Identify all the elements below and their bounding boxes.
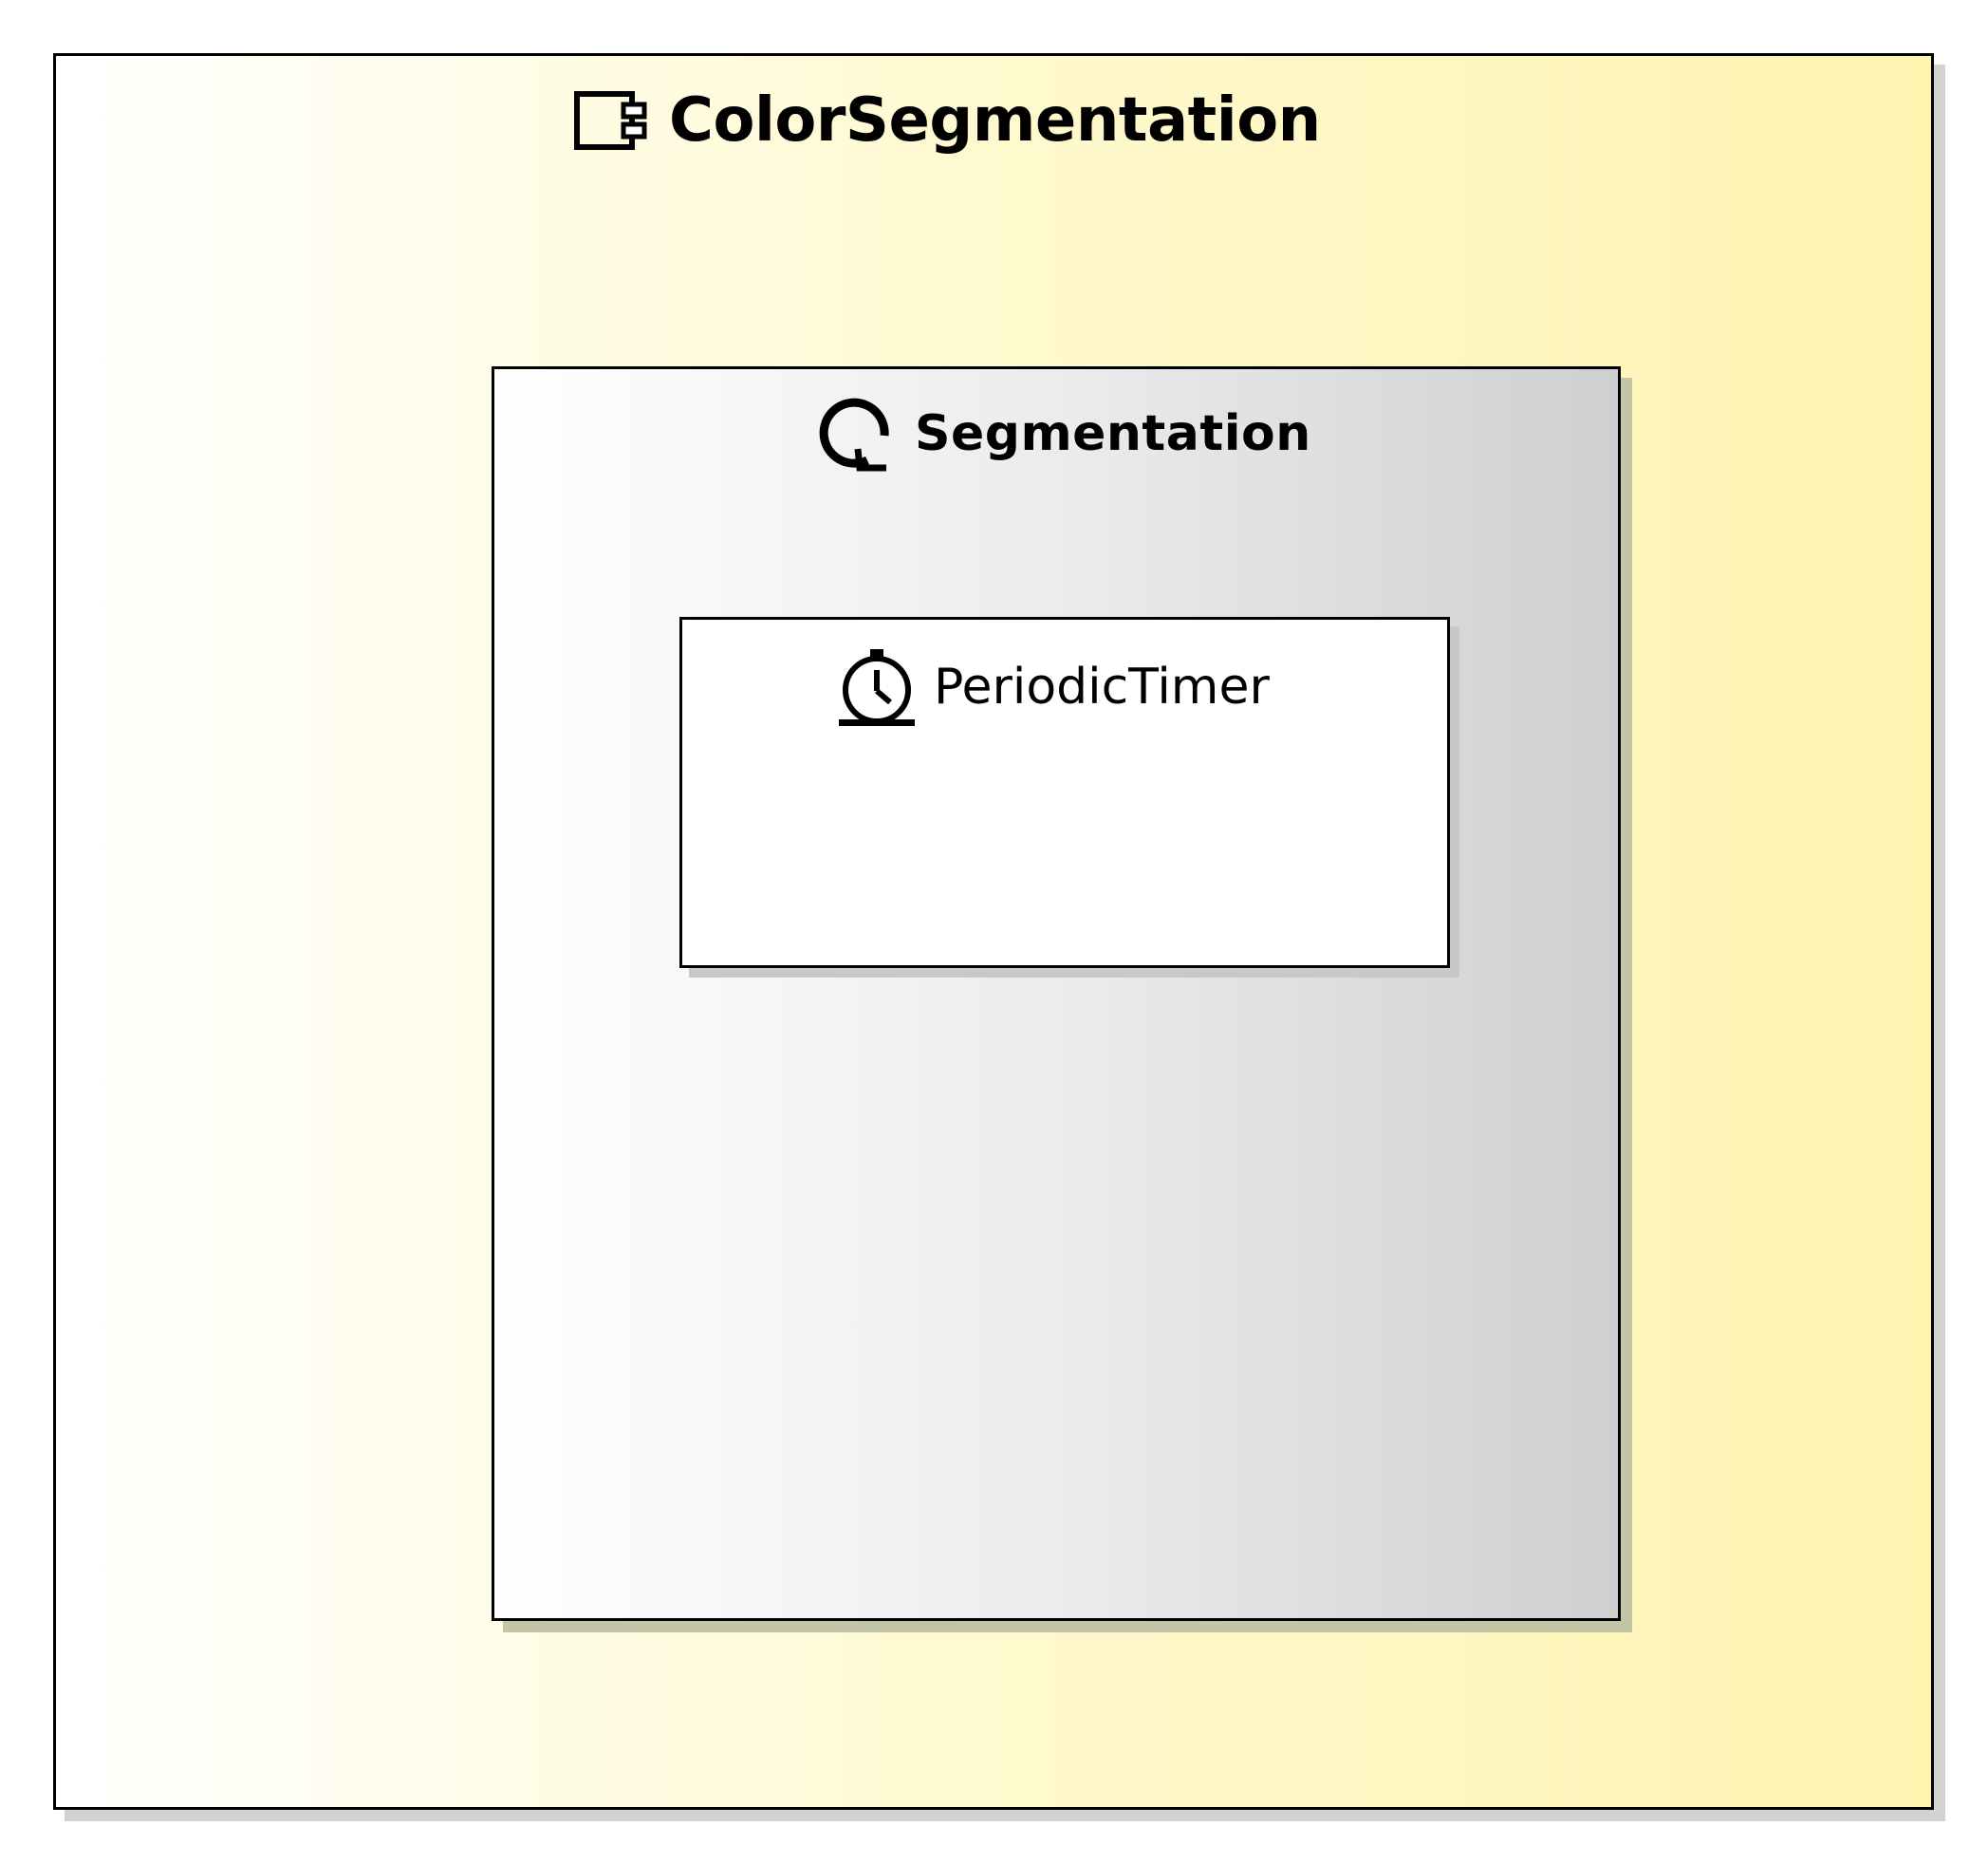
component-name: ColorSegmentation: [669, 85, 1321, 156]
activity-name: Segmentation: [915, 405, 1311, 462]
timer-header: PeriodicTimer: [837, 645, 1270, 729]
activity-header: Segmentation: [818, 391, 1311, 476]
stopwatch-icon: [837, 647, 917, 727]
component-header: ColorSegmentation: [574, 78, 1321, 163]
component-icon: [574, 91, 648, 150]
timer-name: PeriodicTimer: [934, 659, 1270, 716]
activity-segmentation[interactable]: [492, 366, 1621, 1621]
activity-loop-icon: [818, 394, 896, 474]
